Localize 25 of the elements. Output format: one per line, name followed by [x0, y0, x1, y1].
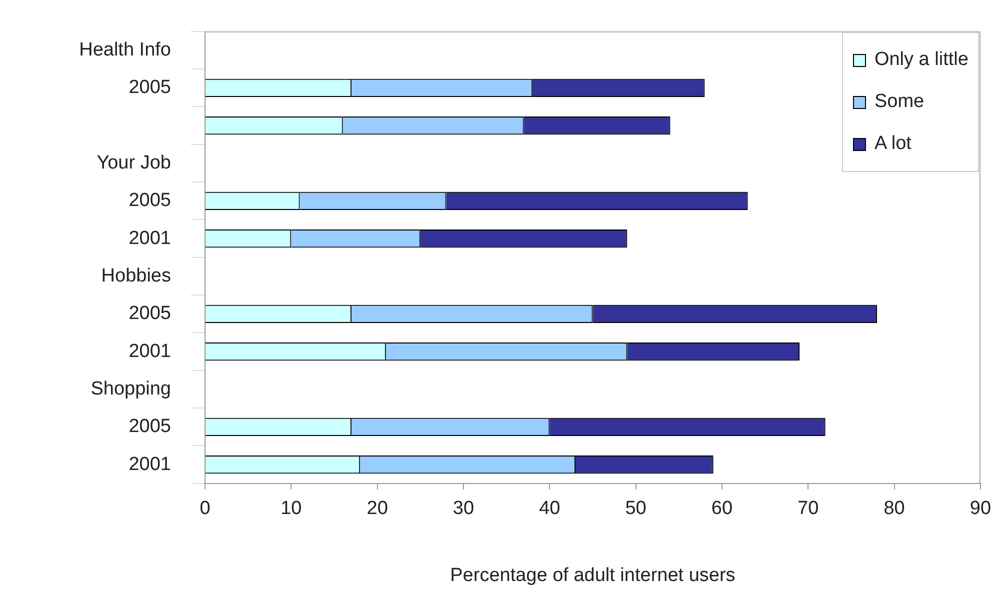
x-tick-label: 30	[452, 498, 474, 520]
x-tick-label: 10	[280, 498, 302, 520]
legend-label: Some	[874, 91, 924, 114]
y-tick-label: 2001	[128, 228, 171, 249]
x-tick-label: 60	[711, 498, 733, 520]
x-tick-label: 90	[970, 498, 992, 520]
y-tick-label: Your Job	[96, 152, 171, 174]
y-tick-label: 2005	[128, 190, 171, 212]
y-tick-label: 2005	[128, 303, 171, 324]
x-tick-label: 20	[366, 498, 388, 520]
y-tick-label: Health Info	[79, 39, 171, 60]
x-tick-label: 40	[539, 498, 560, 520]
x-tick-label: 80	[884, 498, 905, 520]
x-tick-label: 0	[200, 498, 210, 520]
x-tick-label: 70	[798, 498, 819, 520]
legend-label: Only a little	[874, 49, 968, 72]
y-tick-label: 2001	[128, 340, 171, 362]
y-tick-label: 2001	[128, 454, 171, 475]
y-tick-label: Hobbies	[101, 265, 171, 286]
y-tick-label: 2005	[128, 77, 171, 98]
x-tick-label: 50	[625, 498, 646, 520]
y-tick-label: 2005	[128, 416, 171, 438]
y-tick-label: Shopping	[90, 378, 171, 400]
x-axis-title: Percentage of adult internet users	[450, 564, 736, 586]
legend-label: A lot	[874, 133, 912, 156]
